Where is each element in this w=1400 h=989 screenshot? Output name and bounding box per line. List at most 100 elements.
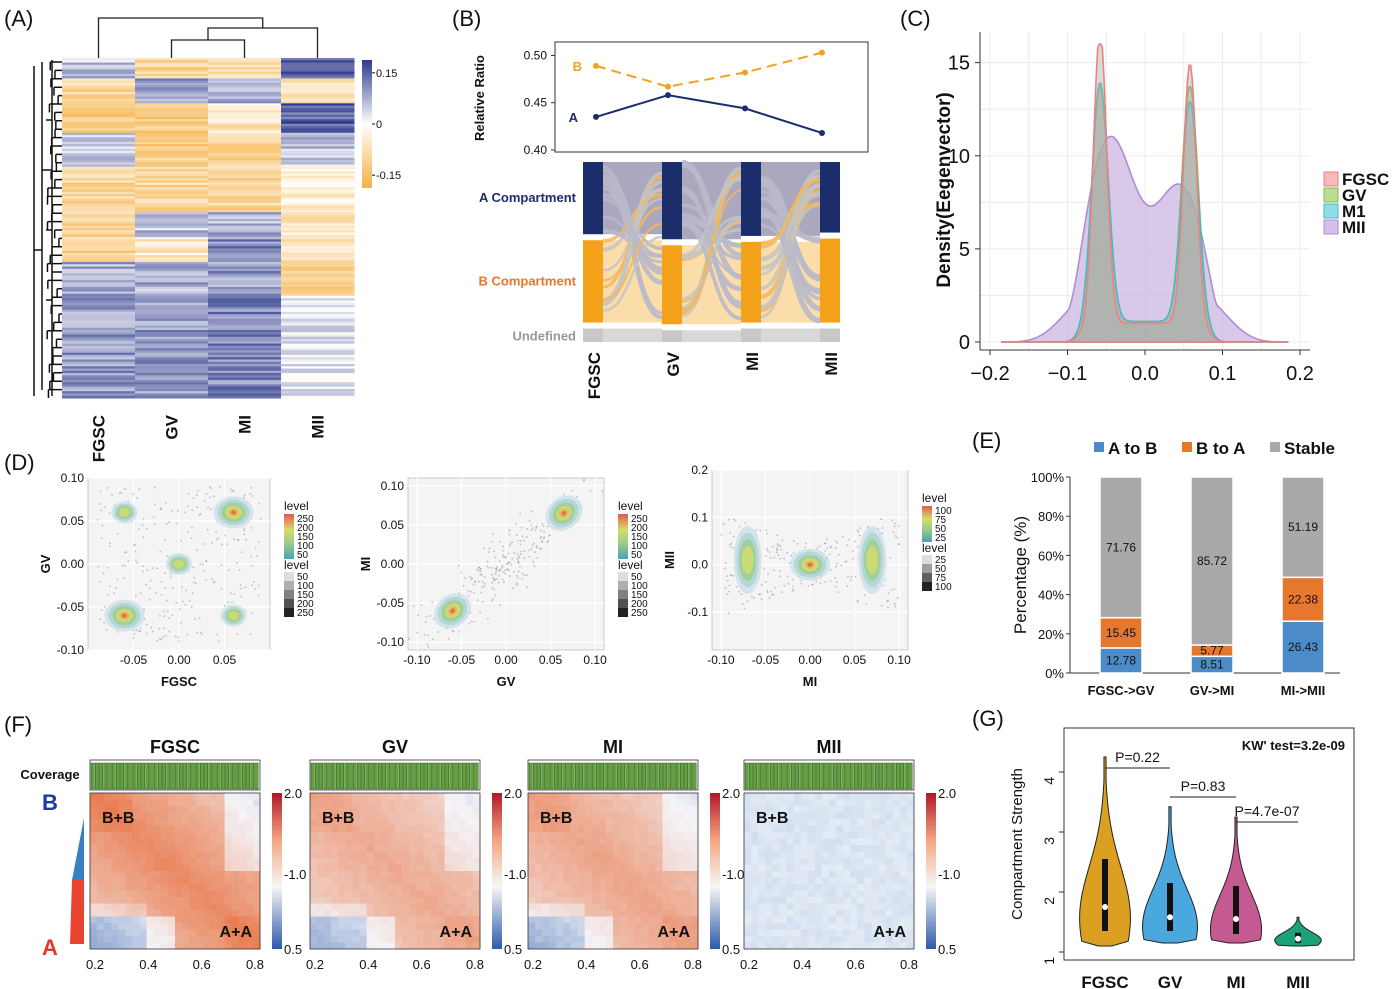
contact-cell [451, 825, 460, 833]
contact-cell [556, 942, 564, 950]
scatter-point [496, 577, 498, 580]
heatmap-cell [208, 293, 282, 297]
contact-cell [744, 871, 752, 878]
heatmap-cell [135, 262, 209, 265]
scatter-point [100, 608, 103, 611]
contact-cell [338, 936, 346, 943]
contact-cell [345, 845, 353, 852]
contact-cell [310, 799, 318, 807]
heatmap-cell [208, 169, 282, 172]
contact-cell [423, 897, 431, 904]
contact-cell [97, 825, 105, 833]
contact-cell [416, 897, 424, 904]
contact-cell [352, 845, 360, 852]
scatter-point [236, 633, 239, 636]
contact-cell [758, 845, 766, 852]
contact-cell [402, 845, 410, 852]
contact-cell [90, 936, 98, 943]
contact-cell [892, 825, 901, 833]
legend-swatch [1323, 203, 1339, 219]
scatter-point [511, 541, 514, 544]
contact-cell [793, 838, 802, 846]
contact-cell [310, 916, 318, 924]
coverage-bar [566, 762, 571, 790]
coverage-bar [900, 762, 905, 790]
contact-cell [416, 871, 424, 878]
scatter-point [193, 577, 196, 579]
contact-cell [648, 793, 656, 800]
scatter-point [481, 586, 484, 589]
legend-swatch [618, 599, 628, 608]
contact-cell [111, 819, 119, 826]
density-contour [228, 610, 240, 621]
y-tick-label: -0.10 [377, 635, 405, 649]
contact-cell [210, 942, 218, 950]
contact-cell [779, 916, 787, 924]
scatter-point [121, 564, 124, 567]
scatter-point [496, 565, 498, 568]
contact-cell [613, 864, 621, 872]
scatter-point [741, 603, 744, 606]
series-a-point [742, 105, 748, 112]
contact-cell [139, 799, 148, 807]
contact-cell [758, 942, 766, 950]
contact-cell [563, 806, 571, 813]
contact-cell [627, 845, 635, 852]
contact-cell [97, 851, 105, 859]
contact-cell [676, 916, 685, 924]
y-tick-label: 100% [1031, 470, 1065, 485]
contact-cell [231, 936, 240, 943]
contact-cell [373, 910, 382, 917]
scatter-point [783, 584, 786, 587]
contact-cell [793, 812, 802, 820]
scatter-point [451, 629, 454, 632]
scatter-point [781, 539, 784, 542]
contact-cell [245, 942, 254, 950]
contact-cell [437, 845, 445, 852]
contact-cell [648, 825, 656, 833]
contact-cell [104, 806, 112, 813]
contact-cell [175, 903, 183, 911]
contact-cell [224, 832, 233, 839]
contact-cell [807, 884, 816, 891]
contact-cell [800, 864, 809, 872]
contact-cell [238, 942, 247, 950]
contact-cell [758, 806, 766, 813]
contact-cell [252, 936, 261, 943]
contact-cell [90, 838, 98, 846]
contact-cell [821, 845, 830, 852]
contact-cell [864, 890, 872, 898]
scatter-point [519, 539, 522, 542]
contact-cell [402, 858, 410, 865]
contact-cell [203, 897, 211, 904]
contact-cell [245, 903, 254, 911]
scatter-point [800, 582, 803, 585]
heatmap-cell [208, 157, 282, 161]
heatmap-cell [281, 375, 355, 379]
contact-cell [676, 832, 685, 839]
bar-value-label: 71.76 [1106, 540, 1136, 554]
heatmap-cell [208, 189, 282, 193]
heatmap-cell [281, 85, 355, 88]
scatter-point [120, 491, 123, 494]
contact-cell [153, 864, 162, 872]
legend-value: 25 [935, 533, 947, 544]
contact-cell [465, 916, 474, 924]
heatmap-cell [135, 284, 209, 288]
heatmap-cell [281, 105, 355, 109]
contact-cell [857, 799, 865, 807]
contact-cell [556, 903, 564, 911]
contact-cell [395, 825, 403, 833]
contact-cell [310, 910, 318, 917]
heatmap-cell [208, 325, 282, 329]
contact-cell [885, 877, 894, 885]
coverage-bar [323, 762, 328, 790]
contact-cell [210, 819, 218, 826]
density-contour [173, 559, 185, 569]
contact-cell [252, 832, 261, 839]
contact-cell [591, 819, 600, 826]
contact-cell [765, 929, 773, 937]
scatter-point [517, 577, 520, 579]
contact-cell [655, 845, 663, 852]
scatter-point [890, 589, 893, 591]
